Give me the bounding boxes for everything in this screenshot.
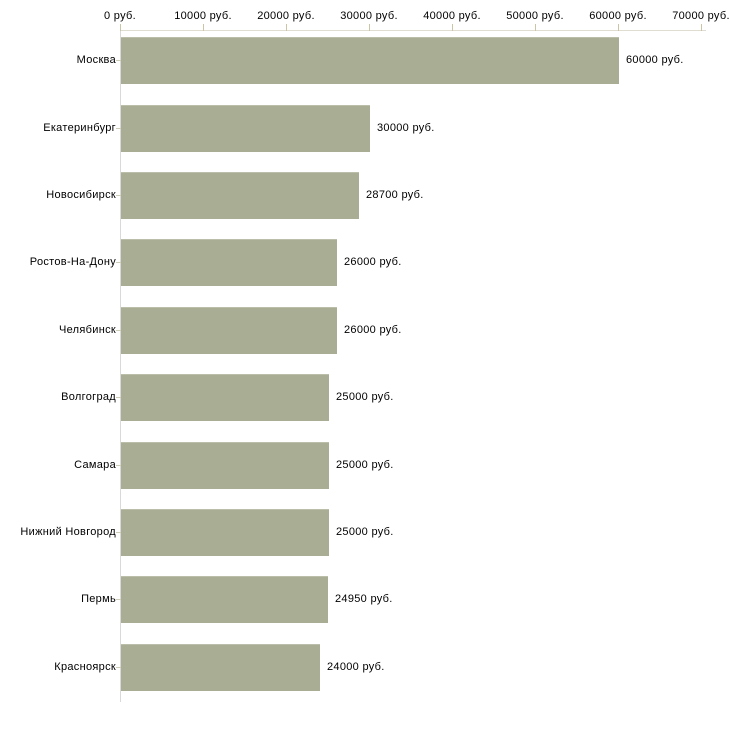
x-tick-label: 50000 руб. xyxy=(506,10,564,22)
value-label: 26000 руб. xyxy=(344,323,402,336)
value-label: 28700 руб. xyxy=(366,189,424,201)
category-label: Нижний Новгород xyxy=(20,526,116,538)
category-tick-mark xyxy=(116,330,121,331)
bar xyxy=(121,441,329,489)
value-label: 25000 руб. xyxy=(336,391,394,404)
category-label: Волгоград xyxy=(61,391,116,404)
x-tick-label: 0 руб. xyxy=(104,10,136,22)
x-tick-label: 40000 руб. xyxy=(423,10,481,22)
value-label: 26000 руб. xyxy=(344,256,402,269)
x-tick-label: 20000 руб. xyxy=(257,10,315,22)
category-label: Самара xyxy=(74,458,116,471)
category-tick-mark xyxy=(116,667,121,668)
category-label: Красноярск xyxy=(54,660,116,673)
category-label: Москва xyxy=(76,54,116,67)
x-tick-mark xyxy=(618,24,619,31)
x-tick-mark xyxy=(369,24,370,31)
category-tick-mark xyxy=(116,60,121,61)
x-tick-mark xyxy=(286,24,287,31)
bar xyxy=(121,239,337,287)
category-label: Пермь xyxy=(81,593,116,606)
category-tick-mark xyxy=(116,465,121,466)
category-label: Ростов-На-Дону xyxy=(29,256,116,269)
value-label: 25000 руб. xyxy=(336,526,394,538)
x-tick-mark xyxy=(203,24,204,31)
category-tick-mark xyxy=(116,262,121,263)
category-tick-mark xyxy=(116,397,121,398)
category-tick-mark xyxy=(116,195,121,196)
x-tick-mark xyxy=(535,24,536,31)
y-axis-line xyxy=(120,30,121,702)
x-axis-line xyxy=(120,30,706,31)
category-tick-mark xyxy=(116,128,121,129)
value-label: 24000 руб. xyxy=(327,660,385,673)
category-tick-mark xyxy=(116,599,121,600)
x-tick-mark xyxy=(120,24,121,31)
bar xyxy=(121,374,329,422)
x-tick-label: 10000 руб. xyxy=(174,10,232,22)
value-label: 60000 руб. xyxy=(626,54,684,67)
x-tick-mark xyxy=(452,24,453,31)
x-tick-label: 30000 руб. xyxy=(340,10,398,22)
category-tick-mark xyxy=(116,532,121,533)
value-label: 24950 руб. xyxy=(335,593,393,606)
x-tick-label: 70000 руб. xyxy=(672,10,730,22)
category-label: Новосибирск xyxy=(46,189,116,201)
bar xyxy=(121,509,329,556)
category-label: Екатеринбург xyxy=(43,121,116,134)
bar xyxy=(121,306,337,354)
category-label: Челябинск xyxy=(59,323,116,336)
bar xyxy=(121,104,370,152)
value-label: 30000 руб. xyxy=(377,121,435,134)
x-tick-mark xyxy=(701,24,702,31)
value-label: 25000 руб. xyxy=(336,458,394,471)
bar xyxy=(121,37,619,85)
x-tick-label: 60000 руб. xyxy=(589,10,647,22)
bar xyxy=(121,172,359,219)
bar xyxy=(121,643,320,691)
bar xyxy=(121,576,328,624)
